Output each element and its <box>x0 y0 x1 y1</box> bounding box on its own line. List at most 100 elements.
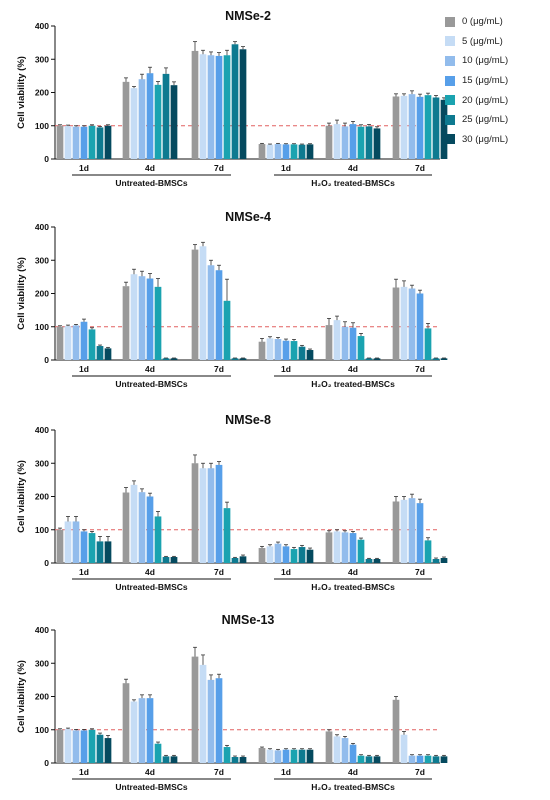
legend-swatch <box>445 55 455 66</box>
bar <box>96 734 104 763</box>
group-label: H₂O₂ treated-BMSCs <box>311 782 395 792</box>
bar <box>282 749 290 763</box>
bar <box>440 99 448 159</box>
bar <box>400 95 408 159</box>
y-tick-label: 200 <box>35 492 49 502</box>
bar <box>349 744 357 763</box>
bar <box>290 549 298 563</box>
y-tick-label: 100 <box>35 725 49 735</box>
bar <box>104 541 112 563</box>
x-tick-label: 1d <box>281 364 291 374</box>
legend-label: 15 (μg/mL) <box>462 75 509 87</box>
bar <box>162 756 170 763</box>
bar <box>258 341 266 360</box>
bar <box>298 749 306 763</box>
bar <box>138 276 146 360</box>
y-tick-label: 200 <box>35 88 49 98</box>
bar <box>416 503 424 563</box>
bar <box>122 492 130 563</box>
bar <box>341 126 349 159</box>
bar <box>349 327 357 360</box>
legend-item: 30 (μg/mL) <box>445 130 550 150</box>
x-tick-label: 4d <box>145 567 155 577</box>
bar <box>349 124 357 159</box>
bar <box>170 358 178 360</box>
bar <box>64 521 72 563</box>
y-tick-label: 300 <box>35 658 49 668</box>
bar <box>104 348 112 360</box>
bar <box>130 274 138 360</box>
bar <box>298 346 306 360</box>
bar <box>408 498 416 563</box>
bar <box>239 49 247 159</box>
x-tick-label: 1d <box>281 567 291 577</box>
y-tick-label: 0 <box>44 558 49 568</box>
y-tick-label: 100 <box>35 322 49 332</box>
x-tick-label: 1d <box>281 767 291 777</box>
x-tick-label: 4d <box>145 364 155 374</box>
bar <box>333 320 341 360</box>
bar <box>373 756 381 763</box>
bar <box>96 127 104 159</box>
x-tick-label: 1d <box>79 767 89 777</box>
bar <box>122 286 130 360</box>
bar <box>80 126 88 159</box>
bar <box>146 73 154 159</box>
x-tick-label: 7d <box>415 364 425 374</box>
bar <box>88 329 96 360</box>
bar <box>424 328 432 360</box>
legend-swatch <box>445 134 455 145</box>
legend-item: 20 (μg/mL) <box>445 90 550 110</box>
chart-panel: NMSe-4 Cell viability (%) 0 100 200 300 400 1d 4… <box>16 210 448 389</box>
legend-label: 10 (μg/mL) <box>462 55 509 67</box>
bar <box>64 729 72 763</box>
bar <box>215 270 223 360</box>
bar <box>290 144 298 159</box>
x-tick-label: 1d <box>79 567 89 577</box>
group-label: Untreated-BMSCs <box>115 582 188 592</box>
bar <box>162 358 170 360</box>
bar <box>333 736 341 763</box>
y-tick-label: 400 <box>35 222 49 232</box>
bar <box>72 521 80 563</box>
bar <box>333 124 341 159</box>
bar <box>80 321 88 360</box>
group-label: Untreated-BMSCs <box>115 178 188 188</box>
bar <box>282 144 290 159</box>
bar <box>282 546 290 563</box>
bar <box>392 287 400 360</box>
bar <box>223 300 231 360</box>
bar <box>80 531 88 563</box>
bar <box>416 96 424 159</box>
bar <box>88 729 96 763</box>
bar <box>290 341 298 360</box>
x-tick-label: 7d <box>214 567 224 577</box>
bar <box>170 557 178 563</box>
bar <box>365 756 373 763</box>
bar <box>325 125 333 159</box>
bar <box>274 339 282 360</box>
bar <box>424 755 432 763</box>
group-label: Untreated-BMSCs <box>115 379 188 389</box>
legend-item: 5 (μg/mL) <box>445 32 550 52</box>
group-label: Untreated-BMSCs <box>115 782 188 792</box>
x-tick-label: 4d <box>348 163 358 173</box>
bar <box>365 358 373 360</box>
bar <box>88 125 96 159</box>
bar <box>306 144 314 159</box>
legend-item: 10 (μg/mL) <box>445 51 550 71</box>
bar <box>146 496 154 563</box>
chart-panel: NMSe-13 Cell viability (%) 0 100 200 300 400 1d… <box>16 613 448 792</box>
y-tick-label: 100 <box>35 525 49 535</box>
bar <box>440 558 448 563</box>
legend-swatch <box>445 114 455 125</box>
legend-swatch <box>445 75 455 86</box>
bar <box>199 664 207 763</box>
y-tick-label: 400 <box>35 21 49 31</box>
bar <box>239 556 247 563</box>
x-tick-label: 7d <box>214 364 224 374</box>
bar <box>392 501 400 563</box>
bar <box>207 55 215 160</box>
